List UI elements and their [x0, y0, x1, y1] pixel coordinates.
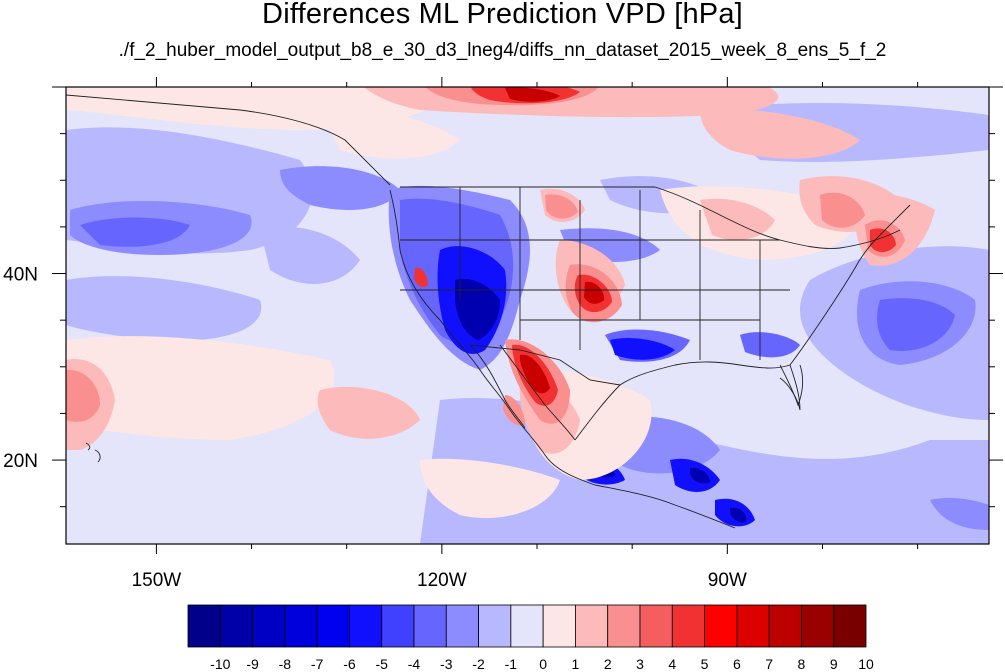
- colorbar-swatch: [768, 604, 802, 648]
- plot-subtitle: ./f_2_huber_model_output_b8_e_30_d3_lneg…: [118, 40, 887, 61]
- colorbar-swatch: [542, 604, 576, 648]
- colorbar-tick-label: -6: [343, 656, 356, 672]
- colorbar: [187, 604, 867, 648]
- colorbar-swatch: [381, 604, 415, 648]
- axis-tick-labels: 150W 120W 90W 40N 20N: [3, 265, 747, 591]
- plot-title: Differences ML Prediction VPD [hPa]: [262, 0, 743, 30]
- colorbar-tick-label: 6: [733, 656, 741, 672]
- x-tick-label: 90W: [708, 570, 747, 591]
- colorbar-tick-label: 7: [765, 656, 773, 672]
- colorbar-tick-label: 1: [572, 656, 580, 672]
- colorbar-swatch: [575, 604, 609, 648]
- difference-field: [66, 87, 989, 544]
- colorbar-swatch: [284, 604, 318, 648]
- colorbar-swatch: [510, 604, 544, 648]
- colorbar-tick-label: -9: [246, 656, 259, 672]
- colorbar-swatch: [607, 604, 641, 648]
- colorbar-tick-label: 10: [858, 656, 874, 672]
- colorbar-tick-label: 0: [539, 656, 547, 672]
- colorbar-tick-label: 9: [830, 656, 838, 672]
- x-tick-label: 120W: [417, 570, 467, 591]
- colorbar-tick-label: -2: [472, 656, 485, 672]
- plot-frame: [65, 86, 990, 545]
- colorbar-tick-label: -1: [505, 656, 518, 672]
- colorbar-tick-label: 2: [604, 656, 612, 672]
- colorbar-swatch: [445, 604, 479, 648]
- colorbar-tick-label: 5: [701, 656, 709, 672]
- axis-ticks: [52, 77, 1003, 554]
- colorbar-tick-label: 8: [798, 656, 806, 672]
- colorbar-tick-label: -8: [279, 656, 292, 672]
- colorbar-swatch: [316, 604, 350, 648]
- x-tick-label: 150W: [132, 570, 182, 591]
- colorbar-tick-label: -10: [210, 656, 230, 672]
- colorbar-tick-label: -7: [311, 656, 324, 672]
- colorbar-tick-label: 3: [636, 656, 644, 672]
- colorbar-swatch: [704, 604, 738, 648]
- colorbar-swatch: [671, 604, 705, 648]
- colorbar-tick-label: 4: [668, 656, 676, 672]
- colorbar-swatch: [187, 604, 221, 648]
- y-tick-label: 40N: [3, 265, 38, 286]
- colorbar-tick-label: -4: [408, 656, 421, 672]
- colorbar-tick-label: -5: [375, 656, 388, 672]
- colorbar-swatch: [413, 604, 447, 648]
- coastline-borders: [66, 94, 911, 529]
- colorbar-swatch: [801, 604, 835, 648]
- colorbar-labels: -10 -9 -8 -7 -6 -5 -4 -3 -2 -1 0 1 2 3 4 5 6 7 8 9 10: [210, 656, 874, 672]
- colorbar-swatch: [219, 604, 253, 648]
- colorbar-swatch: [349, 604, 383, 648]
- y-tick-label: 20N: [3, 451, 38, 472]
- colorbar-swatch: [833, 604, 867, 648]
- colorbar-tick-label: -3: [440, 656, 453, 672]
- colorbar-swatch: [252, 604, 286, 648]
- colorbar-swatch: [639, 604, 673, 648]
- colorbar-swatch: [736, 604, 770, 648]
- colorbar-swatch: [478, 604, 512, 648]
